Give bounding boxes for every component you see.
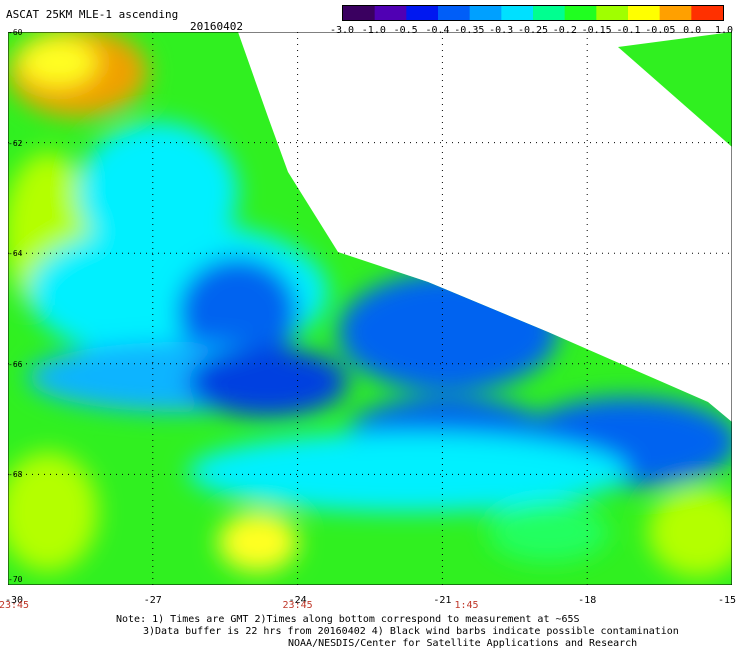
colorbar-tick-label: -0.25 [517,25,549,36]
note-line-3: NOAA/NESDIS/Center for Satellite Applica… [288,638,638,649]
longitude-label: -27 [143,595,162,606]
graticule [8,32,732,585]
colorbar-segment [596,6,629,20]
wind-map [8,32,732,585]
colorbar-segment [659,6,692,20]
field-blobs [8,32,732,577]
colorbar-tick-label: -0.2 [552,25,577,36]
latitude-label: -66 [8,359,23,369]
latitude-label: -70 [8,575,23,584]
colorbar-tick-label: -0.3 [489,25,514,36]
colorbar-tick-label: -0.1 [616,25,641,36]
colorbar-tick-label: -0.15 [581,25,612,36]
longitude-label: -21 [433,595,452,606]
chart-title: ASCAT 25KM MLE-1 ascending [6,8,179,21]
colorbar-tick-label: 0.0 [683,25,702,36]
longitude-label: -30 [4,595,24,606]
colorbar-segment [438,6,471,20]
note-line-2: 3)Data buffer is 22 hrs from 20160402 4)… [143,626,679,637]
chart-date: 20160402 [190,20,243,33]
colorbar-segment [533,6,566,20]
colorbar-tick-label: 1.0 [714,25,734,36]
colorbar-tick-label: -0.05 [645,25,676,36]
latitude-label: -60 [8,28,23,37]
colorbar-segment [469,6,502,20]
time-label: 1:45 [454,600,479,611]
colorbar [342,5,724,21]
longitude-label: -18 [578,595,597,606]
time-label: 23:45 [282,600,313,611]
colorbar-segment [374,6,407,20]
colorbar-tick-label: -1.0 [361,25,386,36]
latitude-label: -62 [8,138,23,148]
latitude-label: -64 [8,249,23,259]
longitude-label: -24 [288,595,307,606]
colorbar-segment [501,6,534,20]
colorbar-tick-label: -0.5 [393,25,418,36]
colorbar-segment [691,6,723,20]
latitude-label: -68 [8,470,23,480]
colorbar-tick-label: -0.35 [454,25,485,36]
colorbar-segment [564,6,597,20]
time-label: 23:45 [0,600,30,611]
colorbar-tick-labels: -3.0 -1.0 -0.5 -0.4 -0.35 -0.3 -0.25 -0.2 -0.15-… [330,22,733,38]
corner-swath [618,32,732,147]
longitude-label: -15 [717,595,737,606]
colorbar-tick-label: -3.0 [329,25,355,36]
colorbar-tick-label: -0.4 [425,25,450,36]
colorbar-segment [406,6,439,20]
colorbar-segment [343,6,376,20]
colorbar-segment [628,6,661,20]
swath-field [8,32,732,585]
note-line-1: Note: 1) Times are GMT 2)Times along bot… [116,614,580,625]
